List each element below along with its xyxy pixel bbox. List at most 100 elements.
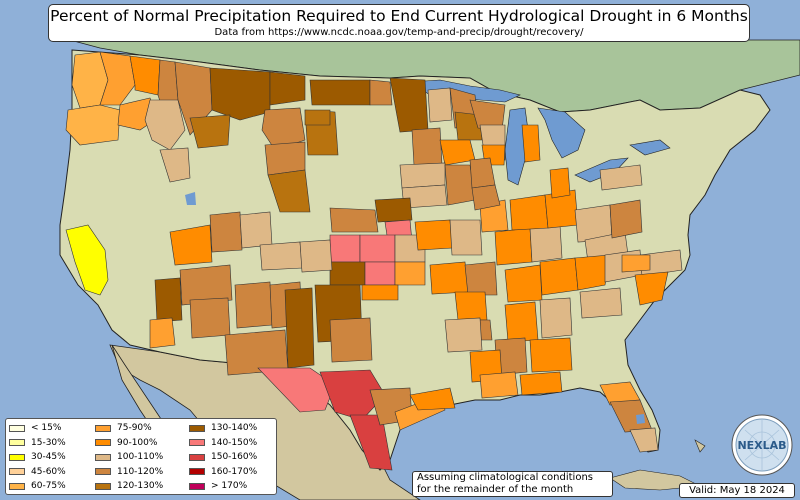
region-in-south <box>509 194 549 231</box>
region-ar-central <box>454 291 488 321</box>
region-mo-north <box>414 219 453 251</box>
legend-swatch <box>9 439 25 446</box>
region-mt-central <box>209 67 271 121</box>
region-la-north <box>444 317 483 353</box>
region-az-south <box>149 317 176 349</box>
note-line-1: Assuming climatological conditions <box>417 472 593 483</box>
legend-swatch <box>9 424 25 432</box>
legend-swatch <box>9 482 25 490</box>
legend-swatch <box>189 424 205 432</box>
region-ok-east <box>394 261 426 286</box>
region-tx-panhandle <box>361 284 399 301</box>
region-ar-north <box>464 261 498 296</box>
legend-label: 130-140% <box>211 423 258 433</box>
legend-item: 90-100% <box>95 437 157 449</box>
region-ny <box>599 164 643 191</box>
region-mt-south <box>189 114 231 149</box>
map-subtitle: Data from https://www.ncdc.noaa.gov/temp… <box>214 27 584 38</box>
region-ky-west <box>494 227 533 266</box>
legend-swatch <box>95 453 111 461</box>
region-wy-south <box>267 169 311 213</box>
legend-item: 120-130% <box>95 480 163 492</box>
lake-ontario <box>629 139 671 156</box>
region-ky-east <box>529 224 563 263</box>
region-az-central <box>189 297 231 339</box>
drought-regions <box>65 51 683 471</box>
region-mn-east <box>427 87 453 123</box>
lake-okeechobee <box>636 414 645 424</box>
region-wa-east <box>129 55 161 96</box>
region-co-central <box>299 239 333 273</box>
region-mo-central <box>449 219 483 256</box>
region-ks-west <box>329 234 361 263</box>
legend-swatch <box>95 468 111 475</box>
region-ca-central-valley <box>65 224 109 296</box>
region-fl-panhandle <box>519 371 563 396</box>
region-va-east <box>609 199 643 239</box>
legend: < 15% 15-30% 30-45% 45-60% 60-75% 75-90% 90-10… <box>5 418 277 495</box>
region-tx-upper-coast <box>409 387 456 411</box>
region-tx-edwards <box>319 369 386 421</box>
region-wy-north <box>264 141 306 176</box>
region-ut-east <box>239 211 273 249</box>
region-ms-north <box>504 301 539 343</box>
bahamas <box>694 439 706 453</box>
legend-label: 140-150% <box>211 437 258 448</box>
region-pa <box>549 167 571 199</box>
legend-swatch <box>9 453 25 461</box>
legend-item: 45-60% <box>9 466 66 478</box>
nexlab-logo: NEXLAB <box>731 414 793 476</box>
region-co-west <box>259 241 303 271</box>
region-sc <box>634 271 669 306</box>
legend-item: 110-120% <box>95 466 163 478</box>
region-il-south <box>471 184 501 211</box>
region-tn-east <box>574 254 611 291</box>
legend-swatch <box>189 468 205 475</box>
region-or-west <box>65 104 121 146</box>
region-nv-south <box>169 224 213 266</box>
legend-label: 15-30% <box>31 437 66 448</box>
legend-label: 160-170% <box>211 466 258 477</box>
legend-item: 100-110% <box>95 451 163 463</box>
region-ia-north <box>399 162 446 189</box>
note-line-2: for the remainder of the month <box>417 484 574 495</box>
note-box: Assuming climatological conditions for t… <box>412 471 613 497</box>
region-ok-central <box>364 261 396 286</box>
legend-item: 75-90% <box>95 422 152 434</box>
region-fl-south <box>629 427 659 453</box>
region-nc-coast <box>621 254 651 273</box>
title-box: Percent of Normal Precipitation Required… <box>48 4 750 42</box>
map-title: Percent of Normal Precipitation Required… <box>50 7 748 25</box>
region-ok-west <box>329 261 366 286</box>
legend-swatch <box>189 453 205 461</box>
legend-label: 150-160% <box>211 452 258 462</box>
legend-label: > 170% <box>211 481 248 491</box>
region-la-south <box>479 371 519 399</box>
region-ne-east <box>374 197 413 223</box>
legend-label: 30-45% <box>31 452 66 462</box>
legend-label: 110-120% <box>117 466 164 477</box>
legend-label: 100-110% <box>117 452 164 462</box>
region-tn-west <box>504 264 543 303</box>
great-salt-lake <box>185 192 196 205</box>
region-idaho-east <box>159 147 191 183</box>
legend-swatch <box>189 439 205 446</box>
region-tx-south <box>349 414 393 471</box>
legend-item: 140-150% <box>189 437 257 449</box>
region-az-north <box>179 264 233 306</box>
legend-item: 60-75% <box>9 480 66 492</box>
region-ks-central <box>359 234 396 263</box>
region-nm-east <box>284 287 315 369</box>
region-al-north <box>539 297 573 339</box>
region-az-west <box>154 277 183 323</box>
region-nd-east <box>369 79 393 106</box>
legend-item: 30-45% <box>9 451 66 463</box>
legend-label: 120-130% <box>117 481 164 491</box>
lake-huron <box>537 107 586 159</box>
region-al-south <box>529 337 573 373</box>
region-mn-central <box>411 127 443 166</box>
region-nm-west <box>234 281 273 329</box>
legend-label: 60-75% <box>31 481 66 491</box>
legend-swatch <box>95 424 111 432</box>
legend-label: 75-90% <box>117 423 152 433</box>
